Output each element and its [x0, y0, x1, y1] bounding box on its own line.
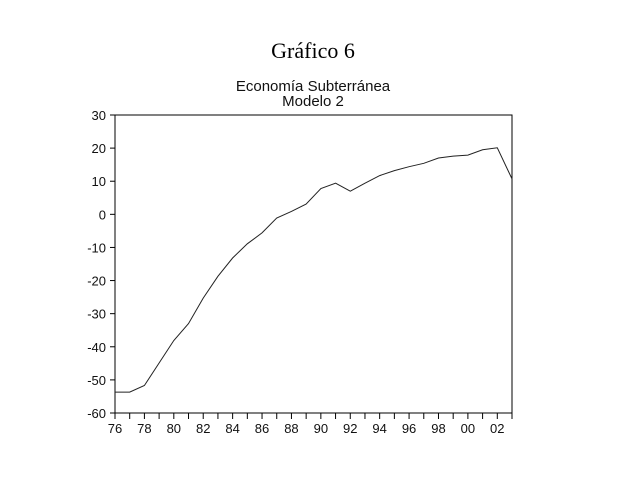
y-tick-label: 20 [92, 141, 106, 156]
x-tick-label: 96 [402, 421, 416, 436]
y-tick-label: -20 [87, 274, 106, 289]
x-tick-label: 98 [431, 421, 445, 436]
chart-title: Economía Subterránea [235, 78, 391, 95]
figure-title: Gráfico 6 [271, 38, 355, 63]
y-tick-label: 0 [99, 207, 106, 222]
chart-subtitle: Modelo 2 [282, 93, 344, 110]
x-tick-label: 94 [372, 421, 386, 436]
y-tick-label: -40 [87, 340, 106, 355]
x-tick-label: 76 [108, 421, 122, 436]
y-tick-label: 10 [92, 174, 106, 189]
series-line [115, 147, 513, 393]
y-tick-label: -10 [87, 240, 106, 255]
x-tick-label: 84 [225, 421, 239, 436]
x-tick-label: 02 [490, 421, 504, 436]
x-tick-label: 88 [284, 421, 298, 436]
x-tick-label: 78 [137, 421, 151, 436]
x-tick-label: 00 [461, 421, 475, 436]
y-tick-label: 30 [92, 108, 106, 123]
y-tick-label: -50 [87, 373, 106, 388]
x-tick-label: 82 [196, 421, 210, 436]
y-tick-label: -60 [87, 406, 106, 421]
x-axis: 76 78 80 82 84 86 88 90 92 94 96 98 00 02 [108, 413, 513, 436]
x-tick-label: 86 [255, 421, 269, 436]
x-tick-label: 90 [314, 421, 328, 436]
y-tick-label: -30 [87, 307, 106, 322]
y-axis: 30 20 10 0 -10 -20 -30 -40 -50 -60 [87, 108, 115, 421]
plot-frame [114, 114, 513, 414]
x-tick-label: 92 [343, 421, 357, 436]
x-tick-label: 80 [167, 421, 181, 436]
